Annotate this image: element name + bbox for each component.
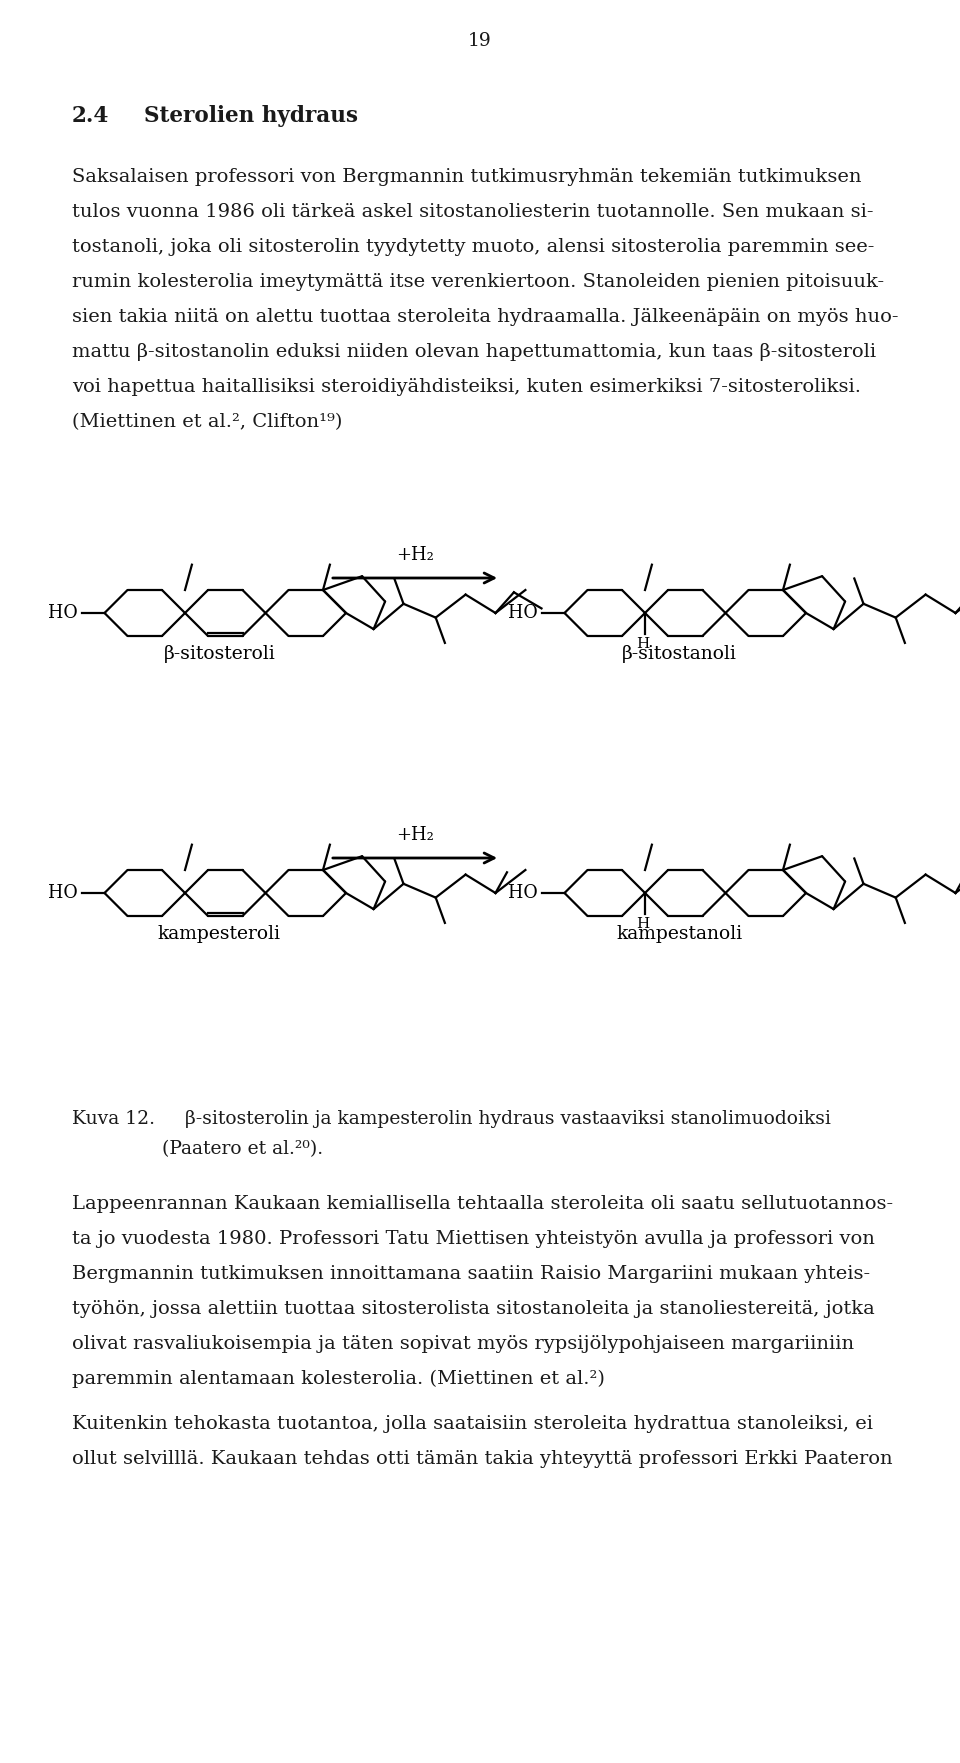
Text: mattu β-sitostanolin eduksi niiden olevan hapettumattomia, kun taas β-sitosterol: mattu β-sitostanolin eduksi niiden oleva… — [72, 344, 876, 361]
Text: HO: HO — [508, 883, 538, 903]
Text: H: H — [636, 636, 650, 651]
Text: β-sitostanoli: β-sitostanoli — [622, 645, 737, 663]
Text: tulos vuonna 1986 oli tärkeä askel sitostanoliesterin tuotannolle. Sen mukaan si: tulos vuonna 1986 oli tärkeä askel sitos… — [72, 203, 874, 220]
Text: voi hapettua haitallisiksi steroidiyähdisteiksi, kuten esimerkiksi 7-sitosteroli: voi hapettua haitallisiksi steroidiyähdi… — [72, 377, 861, 397]
Text: HO: HO — [48, 605, 78, 622]
Text: H: H — [636, 917, 650, 931]
Text: +H₂: +H₂ — [396, 827, 434, 844]
Text: Kuitenkin tehokasta tuotantoa, jolla saataisiin steroleita hydrattua stanoleiksi: Kuitenkin tehokasta tuotantoa, jolla saa… — [72, 1416, 873, 1433]
Text: ta jo vuodesta 1980. Professori Tatu Miettisen yhteistyön avulla ja professori v: ta jo vuodesta 1980. Professori Tatu Mie… — [72, 1231, 875, 1248]
Text: Saksalaisen professori von Bergmannin tutkimusryhmän tekemiän tutkimuksen: Saksalaisen professori von Bergmannin tu… — [72, 167, 861, 187]
Text: Bergmannin tutkimuksen innoittamana saatiin Raisio Margariini mukaan yhteis-: Bergmannin tutkimuksen innoittamana saat… — [72, 1266, 870, 1283]
Text: tostanoli, joka oli sitosterolin tyydytetty muoto, alensi sitosterolia paremmin : tostanoli, joka oli sitosterolin tyydyte… — [72, 238, 875, 256]
Text: +H₂: +H₂ — [396, 547, 434, 564]
Text: olivat rasvaliukoisempia ja täten sopivat myös rypsijölypohjaiseen margariiniin: olivat rasvaliukoisempia ja täten sopiva… — [72, 1335, 854, 1352]
Text: (Miettinen et al.², Clifton¹⁹): (Miettinen et al.², Clifton¹⁹) — [72, 413, 343, 430]
Text: Sterolien hydraus: Sterolien hydraus — [144, 106, 358, 127]
Text: 2.4: 2.4 — [72, 106, 109, 127]
Text: paremmin alentamaan kolesterolia. (Miettinen et al.²): paremmin alentamaan kolesterolia. (Miett… — [72, 1370, 605, 1387]
Text: 19: 19 — [468, 32, 492, 49]
Text: HO: HO — [48, 883, 78, 903]
Text: ollut selvilllä. Kaukaan tehdas otti tämän takia yhteyyttä professori Erkki Paat: ollut selvilllä. Kaukaan tehdas otti täm… — [72, 1449, 893, 1469]
Text: Lappeenrannan Kaukaan kemiallisella tehtaalla steroleita oli saatu sellutuotanno: Lappeenrannan Kaukaan kemiallisella teht… — [72, 1195, 893, 1213]
Text: HO: HO — [508, 605, 538, 622]
Text: kampesteroli: kampesteroli — [158, 926, 281, 943]
Text: rumin kolesterolia imeytymättä itse verenkiertoon. Stanoleiden pienien pitoisuuk: rumin kolesterolia imeytymättä itse vere… — [72, 273, 884, 291]
Text: β-sitosteroli: β-sitosteroli — [163, 645, 276, 663]
Text: (Paatero et al.²⁰).: (Paatero et al.²⁰). — [72, 1141, 324, 1158]
Text: työhön, jossa alettiin tuottaa sitosterolista sitostanoleita ja stanoliestereitä: työhön, jossa alettiin tuottaa sitostero… — [72, 1299, 875, 1319]
Text: kampestanoli: kampestanoli — [616, 926, 743, 943]
Text: Kuva 12.     β-sitosterolin ja kampesterolin hydraus vastaaviksi stanolimuodoiks: Kuva 12. β-sitosterolin ja kampesterolin… — [72, 1111, 830, 1128]
Text: sien takia niitä on alettu tuottaa steroleita hydraamalla. Jälkeenäpäin on myös : sien takia niitä on alettu tuottaa stero… — [72, 309, 899, 326]
